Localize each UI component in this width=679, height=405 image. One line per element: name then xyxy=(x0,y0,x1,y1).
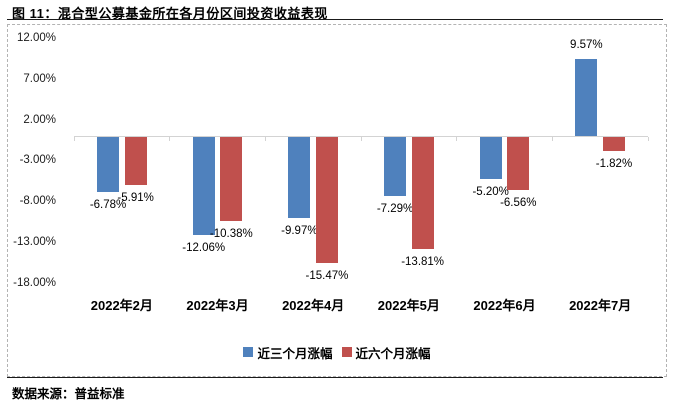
bar-series1-2022年3月 xyxy=(192,136,215,235)
bar-series2-2022年7月 xyxy=(602,136,625,152)
legend-entry-series2: 近六个月涨幅 xyxy=(341,343,431,362)
bar-series2-2022年2月 xyxy=(124,136,147,185)
x-axis-tick xyxy=(360,137,362,142)
figure-title: 图 11：混合型公募基金所在各月份区间投资收益表现 xyxy=(12,6,328,21)
bar-value-label: -9.97% xyxy=(281,224,318,237)
bar-series1-2022年7月 xyxy=(575,58,598,137)
x-axis-category-label: 2022年5月 xyxy=(377,298,440,313)
legend-label: 近三个月涨幅 xyxy=(257,346,333,361)
x-axis-tick xyxy=(73,137,75,142)
y-axis-tick-label: 7.00% xyxy=(23,72,56,85)
bar-value-label: -5.20% xyxy=(472,185,509,198)
bar-value-label: -15.47% xyxy=(305,269,349,282)
bar-series1-2022年2月 xyxy=(97,136,120,192)
x-axis-category-label: 2022年4月 xyxy=(282,298,345,313)
x-axis-tick xyxy=(169,137,171,142)
bar-value-label: -6.78% xyxy=(89,198,127,211)
bar-value-label: -10.38% xyxy=(209,228,253,241)
title-divider-line xyxy=(7,19,663,20)
chart-legend: 近三个月涨幅 近六个月涨幅 xyxy=(7,343,667,362)
bar-series2-2022年5月 xyxy=(411,136,434,250)
bar-series2-2022年4月 xyxy=(315,136,338,263)
bar-value-label: -7.29% xyxy=(376,202,414,215)
source-divider-line xyxy=(7,377,663,378)
bar-value-label: -6.56% xyxy=(500,196,537,209)
y-axis-tick-label: -18.00% xyxy=(13,276,56,289)
bar-series1-2022年4月 xyxy=(288,136,311,218)
bar-series2-2022年3月 xyxy=(220,136,243,222)
bar-series1-2022年5月 xyxy=(384,136,407,196)
x-axis-category-label: 2022年7月 xyxy=(569,298,632,313)
data-source-text: 数据来源：普益标准 xyxy=(12,387,125,401)
x-axis-tick xyxy=(647,137,649,142)
bar-series2-2022年6月 xyxy=(507,136,530,190)
y-axis-tick-label: -8.00% xyxy=(19,195,56,208)
x-axis-tick xyxy=(551,137,553,142)
bar-value-label: -13.81% xyxy=(401,256,445,269)
y-axis-tick-label: 2.00% xyxy=(23,113,56,126)
x-axis-tick xyxy=(264,137,266,142)
bar-value-label: -12.06% xyxy=(182,241,226,254)
y-axis-tick-label: -13.00% xyxy=(13,235,56,248)
x-axis-category-label: 2022年6月 xyxy=(473,298,536,313)
x-axis-line xyxy=(74,135,648,138)
x-axis-category-label: 2022年3月 xyxy=(186,298,249,313)
legend-swatch-icon xyxy=(341,347,352,357)
legend-swatch-icon xyxy=(243,347,254,357)
y-axis-tick-label: 12.00% xyxy=(16,32,56,45)
bar-series1-2022年6月 xyxy=(479,136,502,179)
legend-entry-series1: 近三个月涨幅 xyxy=(243,343,333,362)
bar-value-label: 9.57% xyxy=(570,38,603,51)
x-axis-tick xyxy=(456,137,458,142)
bar-value-label: -5.91% xyxy=(117,191,154,204)
y-axis-tick-label: -3.00% xyxy=(19,154,56,167)
bar-value-label: -1.82% xyxy=(595,158,633,171)
x-axis-category-label: 2022年2月 xyxy=(90,298,153,313)
chart-frame-border xyxy=(7,24,667,377)
legend-label: 近六个月涨幅 xyxy=(355,346,431,361)
